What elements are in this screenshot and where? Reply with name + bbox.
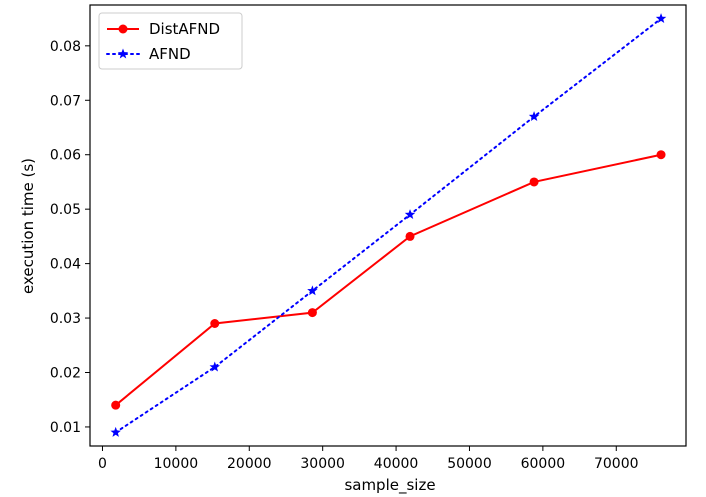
legend-label-1: AFND (149, 45, 191, 63)
series-1-point (404, 209, 416, 220)
legend-box (98, 12, 243, 70)
legend-marker-0 (118, 24, 128, 34)
y-tick-label: 0.04 (50, 257, 81, 273)
series-1-point (528, 111, 540, 122)
series-0-point (405, 231, 415, 241)
series-1-point (110, 426, 121, 437)
y-tick-label: 0.01 (50, 420, 81, 436)
plot-frame (89, 4, 687, 447)
x-tick-label: 40000 (374, 456, 419, 472)
series-0-point (210, 319, 220, 328)
series-1-point (655, 13, 667, 24)
y-tick-label: 0.06 (50, 148, 81, 164)
x-tick-label: 0 (98, 456, 107, 472)
y-tick-label: 0.02 (50, 366, 81, 382)
y-tick-label: 0.07 (50, 93, 81, 109)
x-tick-label: 30000 (300, 456, 345, 472)
series-1-point (307, 285, 318, 296)
legend-label-0: DistAFND (149, 20, 220, 38)
series-0-point (656, 150, 666, 160)
series-1-point (209, 361, 221, 372)
series-0-point (307, 308, 317, 318)
x-tick-label: 20000 (227, 456, 272, 472)
x-tick-label: 50000 (447, 456, 492, 472)
x-tick-label: 10000 (154, 456, 199, 472)
x-axis-label: sample_size (344, 476, 435, 495)
y-tick-label: 0.05 (50, 202, 81, 218)
y-tick-label: 0.08 (50, 39, 81, 55)
plot-content (110, 13, 667, 437)
legend: DistAFND AFND (98, 12, 243, 70)
series-0-point (529, 177, 539, 187)
legend-marker-1 (117, 48, 129, 59)
series-line-1 (114, 17, 663, 434)
axes: 0 10000 20000 30000 40000 50000 60000 70000 0.01… (50, 4, 687, 472)
series-0-point (111, 400, 121, 410)
series-line-0 (115, 153, 662, 406)
y-tick-label: 0.03 (50, 311, 81, 327)
x-tick-label: 60000 (521, 456, 566, 472)
y-axis-label: execution time (s) (19, 158, 37, 294)
x-tick-label: 70000 (594, 456, 639, 472)
